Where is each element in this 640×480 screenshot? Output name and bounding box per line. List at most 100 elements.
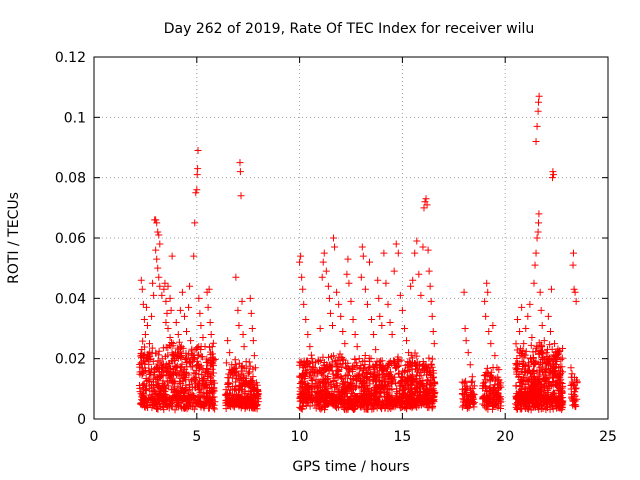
y-tick-label: 0 [77, 412, 86, 428]
data-point-marker [395, 369, 403, 377]
data-point-marker [569, 249, 577, 257]
data-point-marker [386, 318, 394, 326]
data-point-marker [322, 394, 330, 402]
data-point-marker [159, 377, 167, 385]
data-point-marker [463, 397, 471, 405]
data-point-marker [538, 356, 546, 364]
data-point-marker [156, 282, 164, 290]
data-point-marker [573, 379, 581, 387]
data-point-marker [497, 405, 505, 413]
data-point-marker [148, 402, 156, 410]
data-point-marker [246, 380, 254, 388]
data-point-marker [343, 270, 351, 278]
data-point-marker [202, 381, 210, 389]
data-point-marker [393, 395, 401, 403]
data-point-marker [521, 368, 529, 376]
data-point-marker [541, 382, 549, 390]
data-point-marker [193, 399, 201, 407]
x-tick-label: 10 [291, 429, 309, 445]
data-point-marker [177, 392, 185, 400]
data-point-marker [199, 376, 207, 384]
data-point-marker [167, 370, 175, 378]
data-point-marker [393, 399, 401, 407]
data-point-marker [138, 351, 146, 359]
data-point-marker [378, 398, 386, 406]
data-point-marker [349, 402, 357, 410]
data-point-marker [242, 358, 250, 366]
data-point-marker [177, 344, 185, 352]
data-point-marker [396, 291, 404, 299]
data-point-marker [493, 364, 501, 372]
data-point-marker [235, 401, 243, 409]
data-point-marker [146, 340, 154, 348]
data-point-marker [417, 372, 425, 380]
data-point-marker [513, 354, 521, 362]
data-point-marker [461, 401, 469, 409]
data-point-marker [533, 122, 541, 130]
data-point-marker [467, 378, 475, 386]
data-point-marker [238, 367, 246, 375]
data-point-marker [164, 325, 172, 332]
data-point-marker [538, 377, 546, 385]
data-point-marker [339, 328, 347, 336]
data-point-marker [137, 359, 145, 367]
data-point-marker [480, 372, 488, 380]
data-point-marker [484, 388, 492, 396]
data-point-marker [380, 366, 388, 374]
data-point-marker [236, 376, 244, 384]
data-point-marker [324, 390, 332, 398]
data-point-marker [529, 348, 537, 356]
data-point-marker [468, 373, 476, 381]
data-point-marker [484, 369, 492, 377]
data-point-marker [234, 306, 242, 314]
data-point-marker [332, 399, 340, 407]
data-point-marker [415, 270, 423, 278]
data-point-marker [571, 385, 579, 393]
data-point-marker [359, 252, 367, 260]
data-point-marker [342, 363, 350, 371]
data-point-marker [177, 343, 185, 351]
data-point-marker [171, 393, 179, 401]
data-point-marker [168, 375, 176, 383]
data-point-marker [317, 398, 325, 406]
data-point-marker [399, 386, 407, 394]
data-point-marker [155, 231, 163, 239]
data-point-marker [298, 389, 306, 397]
data-point-marker [205, 394, 213, 402]
data-point-marker [419, 243, 427, 251]
data-point-marker [355, 355, 363, 363]
data-point-marker [304, 331, 312, 339]
data-point-marker [398, 306, 406, 314]
data-point-marker [531, 360, 539, 368]
data-point-marker [513, 346, 521, 354]
data-point-marker [334, 373, 342, 381]
data-point-marker [479, 382, 487, 390]
data-point-marker [533, 390, 541, 398]
data-point-marker [164, 371, 172, 379]
data-point-marker [202, 398, 210, 406]
data-point-marker [306, 343, 314, 351]
data-point-marker [227, 403, 235, 411]
data-point-marker [206, 318, 214, 326]
data-point-marker [370, 397, 378, 405]
data-point-marker [407, 389, 415, 397]
data-point-marker [193, 186, 201, 194]
data-point-marker [390, 267, 398, 275]
data-point-marker [411, 349, 419, 357]
data-point-marker [482, 312, 490, 320]
data-point-marker [555, 364, 563, 372]
data-point-marker [363, 405, 371, 413]
data-point-marker [553, 352, 561, 360]
data-point-marker [153, 255, 161, 263]
data-point-marker [520, 340, 528, 348]
data-point-marker [486, 391, 494, 399]
data-point-marker [394, 249, 402, 257]
data-point-marker [138, 371, 146, 379]
data-point-marker [347, 297, 355, 305]
data-point-marker [316, 357, 324, 365]
data-point-marker [372, 378, 380, 386]
data-point-marker [302, 394, 310, 402]
data-point-marker [153, 363, 161, 371]
data-point-marker [251, 364, 259, 372]
data-point-marker [207, 395, 215, 403]
